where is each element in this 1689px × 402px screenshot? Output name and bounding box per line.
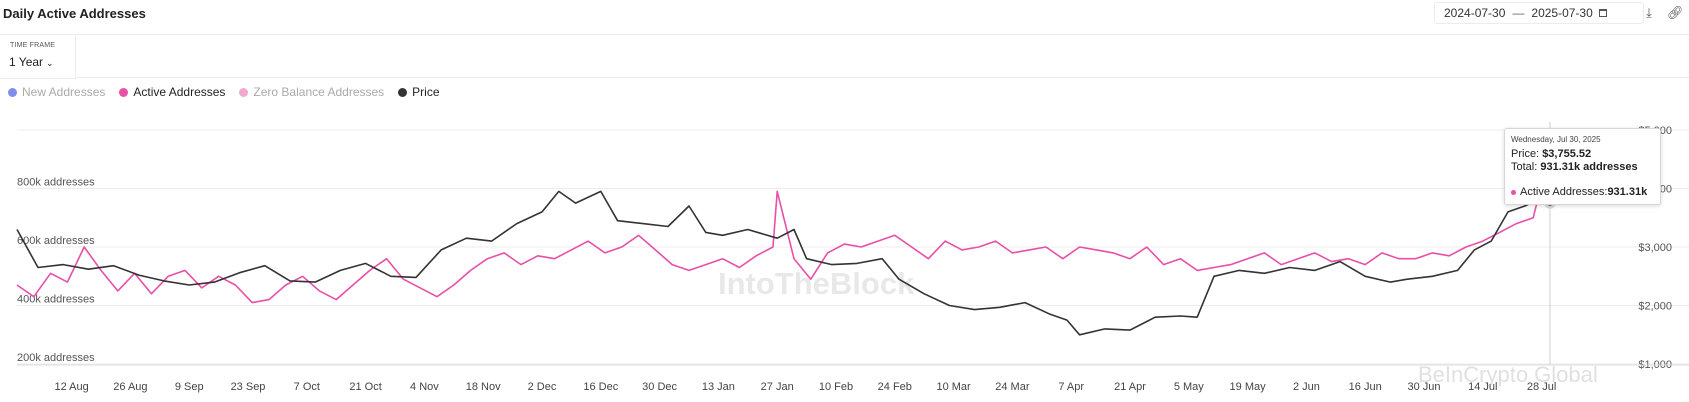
tooltip-series-dot — [1511, 189, 1516, 195]
timeframe-selector[interactable]: TIME FRAME 1 Year ⌄ — [0, 34, 76, 79]
x-tick-label: 19 May — [1230, 381, 1267, 393]
y-right-tick-label: $3,000 — [1638, 242, 1672, 254]
legend-dot — [8, 87, 17, 97]
x-tick-label: 7 Apr — [1058, 381, 1084, 393]
legend-zero-balance-addresses[interactable]: Zero Balance Addresses — [239, 85, 384, 99]
timeframe-label: TIME FRAME — [10, 42, 56, 49]
x-tick-label: 9 Sep — [175, 381, 204, 393]
y-left-tick-label: 400k addresses — [17, 294, 95, 306]
x-tick-label: 14 Jul — [1468, 381, 1497, 393]
date-separator: — — [1512, 6, 1525, 20]
tooltip-series-label: Active Addresses: — [1520, 186, 1608, 198]
x-tick-label: 28 Jul — [1527, 381, 1556, 393]
legend-price[interactable]: Price — [398, 85, 440, 99]
x-tick-label: 2 Jun — [1293, 381, 1320, 393]
x-tick-label: 4 Nov — [410, 381, 439, 393]
x-tick-label: 12 Aug — [54, 381, 88, 393]
x-tick-label: 10 Feb — [819, 381, 853, 393]
x-tick-label: 23 Sep — [231, 381, 266, 393]
y-left-tick-label: 600k addresses — [17, 235, 95, 247]
x-tick-label: 18 Nov — [466, 381, 501, 393]
x-tick-label: 16 Jun — [1349, 381, 1382, 393]
download-icon[interactable]: ⤓ — [1646, 5, 1652, 20]
tooltip-date: Wednesday, Jul 30, 2025 — [1511, 135, 1601, 144]
legend-label: Active Addresses — [133, 85, 226, 99]
divider — [75, 77, 1689, 78]
link-icon[interactable]: 🔗︎ — [1667, 5, 1684, 20]
y-right-tick-label: $2,000 — [1638, 301, 1672, 313]
legend-new-addresses[interactable]: New Addresses — [8, 85, 105, 99]
chevron-down-icon: ⌄ — [46, 58, 54, 68]
date-range-picker[interactable]: 2024-07-30 — 2025-07-30 — [1434, 2, 1644, 24]
date-to: 2025-07-30 — [1531, 6, 1593, 20]
x-tick-label: 13 Jan — [702, 381, 735, 393]
legend-label: Zero Balance Addresses — [253, 85, 385, 99]
chart-title: Daily Active Addresses — [3, 6, 146, 21]
x-tick-label: 26 Aug — [113, 381, 147, 393]
legend-active-addresses[interactable]: Active Addresses — [119, 85, 225, 99]
calendar-icon[interactable] — [1598, 9, 1607, 17]
tooltip-price-value: $3,755.52 — [1542, 148, 1592, 160]
y-left-tick-label: 200k addresses — [17, 352, 95, 364]
legend-dot — [239, 87, 249, 97]
tooltip-price-label: Price: — [1511, 148, 1543, 160]
chart-legend: New Addresses Active Addresses Zero Bala… — [8, 85, 454, 99]
y-left-tick-label: 800k addresses — [17, 177, 95, 189]
tooltip-total-label: Total: — [1511, 161, 1541, 173]
x-tick-label: 24 Feb — [878, 381, 912, 393]
x-tick-label: 27 Jan — [761, 381, 794, 393]
source-watermark: BeInCrypto Global — [1418, 362, 1598, 387]
legend-label: New Addresses — [22, 85, 106, 99]
legend-dot — [398, 87, 408, 97]
x-tick-label: 7 Oct — [294, 381, 320, 393]
chart-header: Daily Active Addresses 2024-07-30 — 2025… — [0, 0, 1689, 35]
x-tick-label: 16 Dec — [583, 381, 618, 393]
legend-dot — [119, 87, 129, 97]
x-tick-label: 21 Oct — [349, 381, 381, 393]
chart-tooltip: Wednesday, Jul 30, 2025 Price: $3,755.52… — [1504, 128, 1661, 205]
legend-label: Price — [412, 85, 440, 99]
tooltip-total-value: 931.31k addresses — [1540, 161, 1638, 173]
series-line-price — [16, 190, 1551, 336]
x-tick-label: 30 Jun — [1407, 381, 1440, 393]
x-tick-label: 24 Mar — [995, 381, 1030, 393]
x-tick-label: 2 Dec — [528, 381, 557, 393]
tooltip-series-value: 931.31k — [1607, 186, 1648, 198]
x-tick-label: 10 Mar — [936, 381, 971, 393]
series-line-active-addresses — [16, 149, 1551, 304]
x-tick-label: 21 Apr — [1114, 381, 1146, 393]
x-tick-label: 30 Dec — [642, 381, 677, 393]
x-tick-label: 5 May — [1174, 381, 1204, 393]
date-from: 2024-07-30 — [1444, 6, 1506, 20]
timeframe-value: 1 Year — [9, 55, 44, 69]
